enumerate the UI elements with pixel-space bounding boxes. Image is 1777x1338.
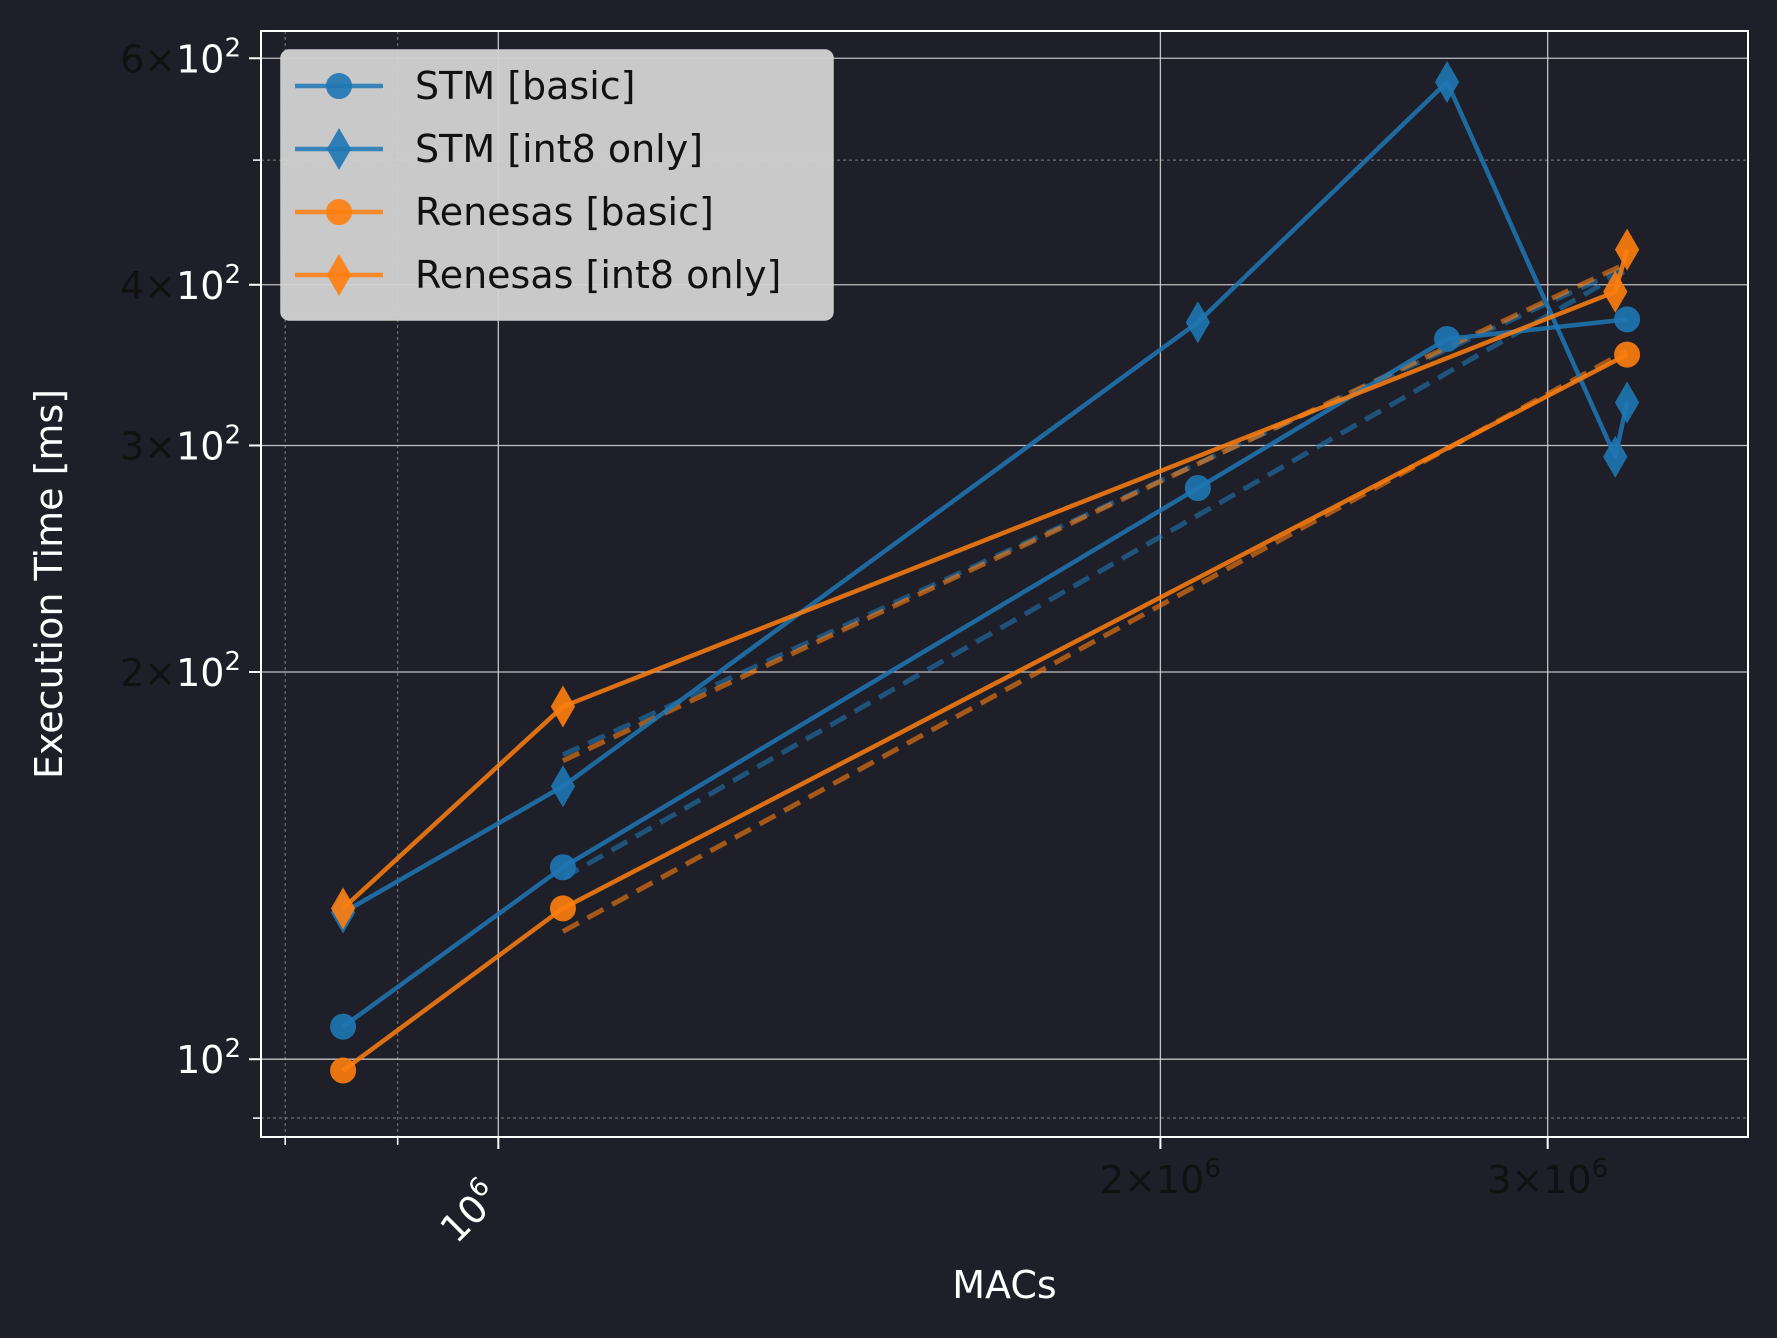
legend-entry: STM [basic]	[295, 64, 636, 108]
legend-label: STM [int8 only]	[415, 127, 703, 171]
data-point	[1603, 270, 1628, 313]
y-tick-label: 6×102	[120, 33, 241, 81]
data-point	[1434, 325, 1461, 352]
legend-label: Renesas [basic]	[415, 190, 714, 234]
data-point	[1614, 341, 1641, 368]
legend-entry: Renesas [basic]	[295, 190, 714, 234]
data-point	[1614, 306, 1641, 333]
data-point	[330, 1013, 357, 1040]
data-point	[1603, 435, 1628, 478]
y-tick-label: 4×102	[120, 260, 241, 308]
legend-label: STM [basic]	[415, 64, 636, 108]
data-series	[330, 61, 1641, 1084]
x-tick-label: 3×106	[1487, 1154, 1608, 1202]
x-tick-label: 2×106	[1100, 1154, 1221, 1202]
data-point	[1434, 61, 1460, 104]
legend-entry: STM [int8 only]	[295, 127, 703, 171]
y-tick-label: 3×102	[120, 420, 241, 468]
data-point	[330, 887, 356, 930]
series-2	[330, 341, 1641, 1084]
legend: STM [basic] STM [int8 only] Renesas [basic…	[280, 49, 834, 321]
x-axis-label: MACs	[952, 1263, 1056, 1307]
legend-marker	[326, 199, 352, 225]
legend-entry: Renesas [int8 only]	[295, 253, 781, 297]
data-point	[1185, 301, 1211, 344]
plot-frame	[260, 30, 1749, 1138]
data-point	[330, 1057, 357, 1084]
data-point	[549, 895, 576, 922]
data-point	[549, 854, 576, 881]
data-point	[1184, 475, 1211, 502]
data-point	[1614, 228, 1640, 271]
series-1	[330, 61, 1640, 934]
series-3	[330, 228, 1640, 930]
trend-line	[561, 267, 1629, 881]
legend-label: Renesas [int8 only]	[415, 253, 781, 297]
legend-marker	[326, 128, 352, 170]
data-point	[550, 685, 576, 728]
legend-marker	[326, 254, 352, 296]
legend-marker	[326, 73, 352, 99]
y-axis-label: Execution Time [ms]	[27, 389, 71, 779]
y-tick-label: 2×102	[120, 647, 241, 695]
legend-box	[280, 49, 834, 321]
data-point	[550, 765, 576, 808]
y-tick-label: 102	[176, 1034, 241, 1082]
series-line	[341, 248, 1630, 911]
data-point	[1614, 381, 1640, 424]
